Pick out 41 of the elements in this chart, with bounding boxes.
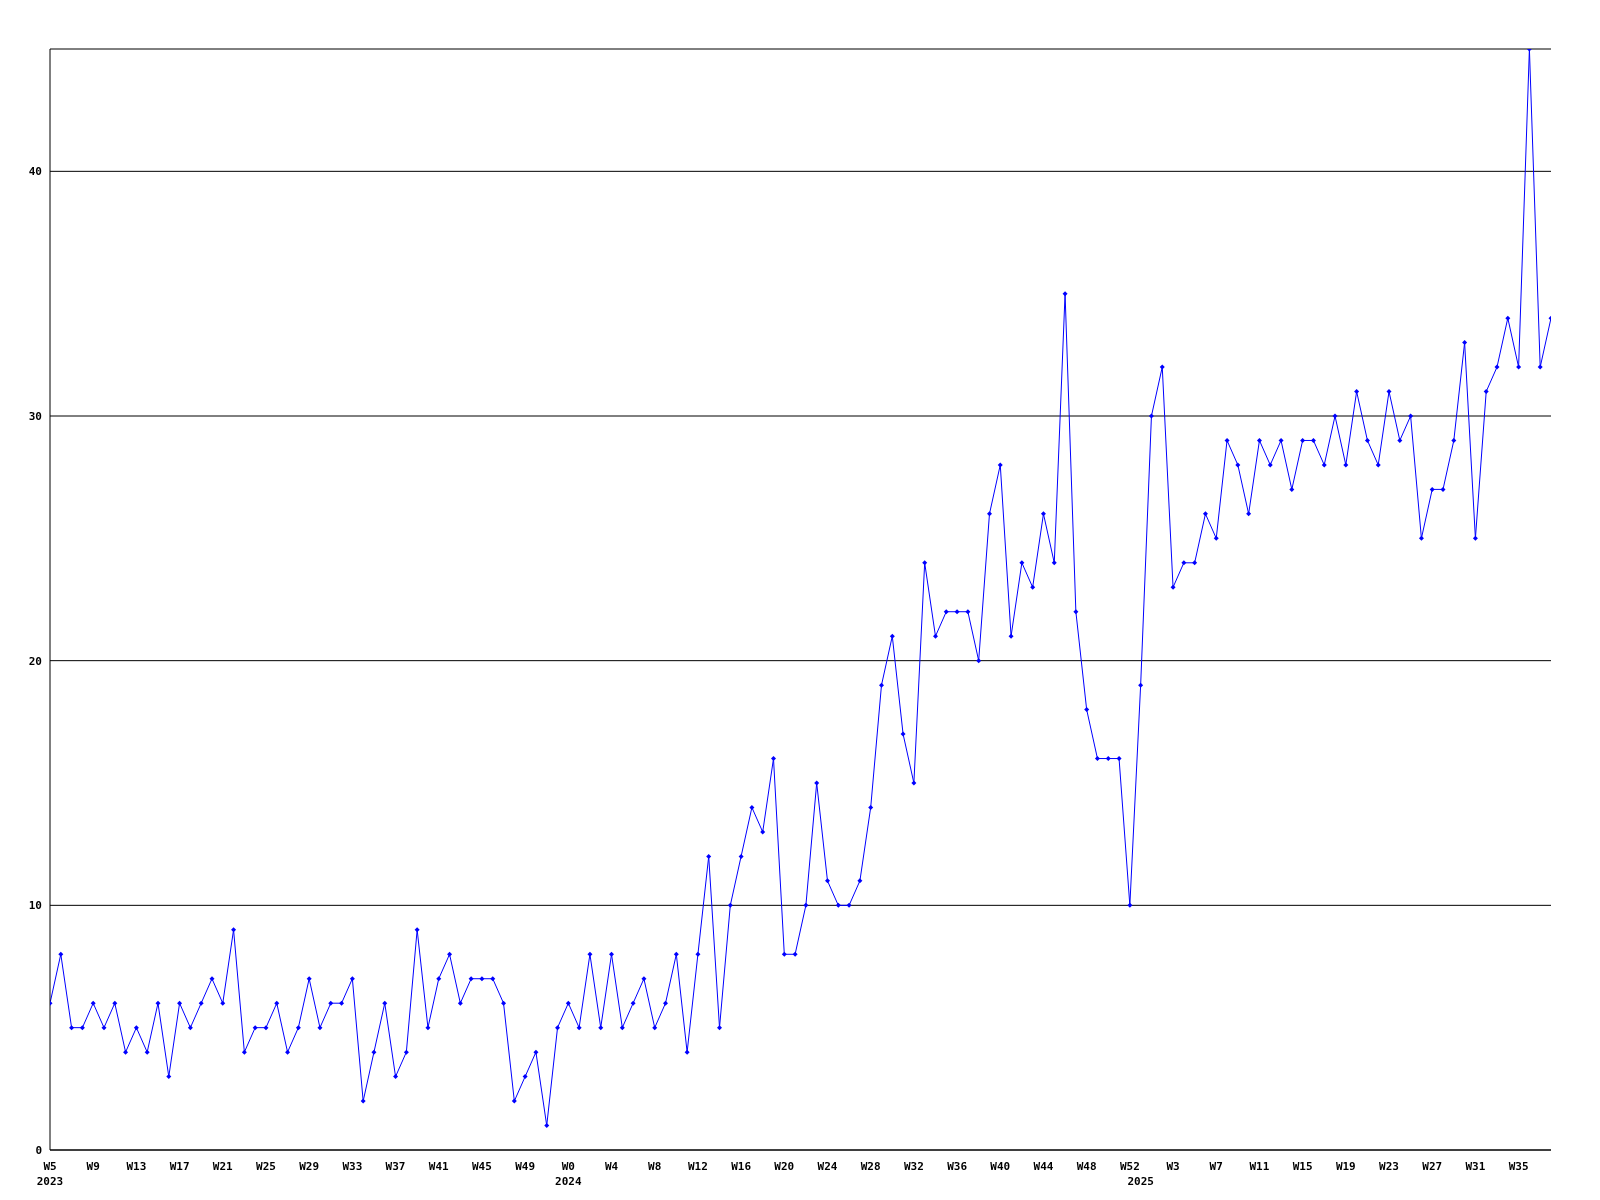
x-tick-label: W4 [604,1160,619,1173]
y-tick-label: 0 [35,1143,42,1157]
x-tick-label: W24 [817,1160,838,1173]
x-tick-label: W44 [1033,1160,1054,1173]
x-tick-label: W16 [731,1160,752,1173]
x-tick-label: W28 [860,1160,881,1173]
x-tick-label: W9 [86,1160,100,1173]
x-tick-label: W37 [385,1160,406,1173]
x-tick-label: W49 [515,1160,536,1173]
x-tick-label: W8 [648,1160,662,1173]
x-tick-label: W45 [472,1160,492,1173]
x-tick-label: W33 [342,1160,363,1173]
x-tick-label: W21 [212,1160,234,1173]
x-tick-label: W20 [774,1160,795,1173]
x-tick-label: W36 [947,1160,968,1173]
x-tick-label: W11 [1249,1160,1270,1173]
x-tick-label: W41 [428,1160,450,1173]
x-tick-label: W5 2023 [36,1160,64,1188]
x-tick-label: W15 [1292,1160,1313,1173]
x-tick-label: W29 [299,1160,320,1173]
x-tick-label: W52 [1119,1160,1140,1173]
x-tick-label: W23 [1379,1160,1399,1173]
x-tick-label: W13 [126,1160,147,1173]
x-tick-label: W48 [1076,1160,1097,1173]
x-tick-label: W35 [1508,1160,1529,1173]
x-tick-label: 2025 [1127,1175,1154,1188]
x-tick-label: W25 [256,1160,276,1173]
x-tick-label: W31 [1465,1160,1486,1173]
x-tick-label: W12 [687,1160,708,1173]
x-tick-label: W0 2024 [555,1160,582,1188]
x-tick-label: W19 [1335,1160,1356,1173]
y-tick-label: 20 [28,654,42,668]
y-tick-label: 10 [28,899,42,913]
y-tick-label: 30 [28,409,42,423]
x-tick-label: W32 [903,1160,924,1173]
x-tick-label: W3 [1166,1160,1180,1173]
x-tick-label: W17 [169,1160,190,1173]
y-tick-label: 40 [28,165,42,179]
x-tick-label: W7 [1209,1160,1223,1173]
x-tick-label: W27 [1422,1160,1443,1173]
x-tick-label: W40 [990,1160,1011,1173]
